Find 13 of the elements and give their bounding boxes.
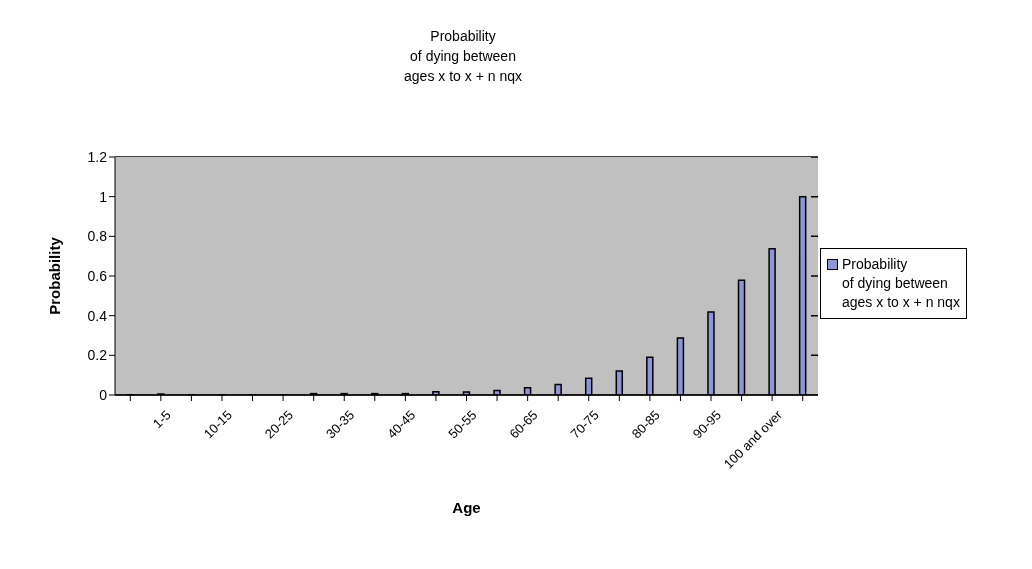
x-tick-label: 1-5	[149, 407, 174, 432]
y-tick-label: 0.4	[87, 307, 108, 324]
y-tick-label: 1.2	[87, 148, 108, 165]
x-tick-label: 100 and over	[720, 406, 786, 472]
y-tick-label: 0.8	[87, 228, 108, 245]
y-tick-label: 1	[99, 188, 108, 205]
y-tick-label: 0.2	[87, 347, 108, 364]
y-axis-title: Probability	[46, 236, 64, 315]
y-tick-label: 0	[99, 386, 108, 403]
chart-title: Probability of dying between ages x to x + n nqx	[403, 27, 523, 86]
x-axis-title: Age	[452, 499, 481, 516]
legend-label: Probability of dying between ages x to x + n nqx	[842, 255, 960, 312]
y-tick-label: 0.6	[87, 267, 108, 284]
